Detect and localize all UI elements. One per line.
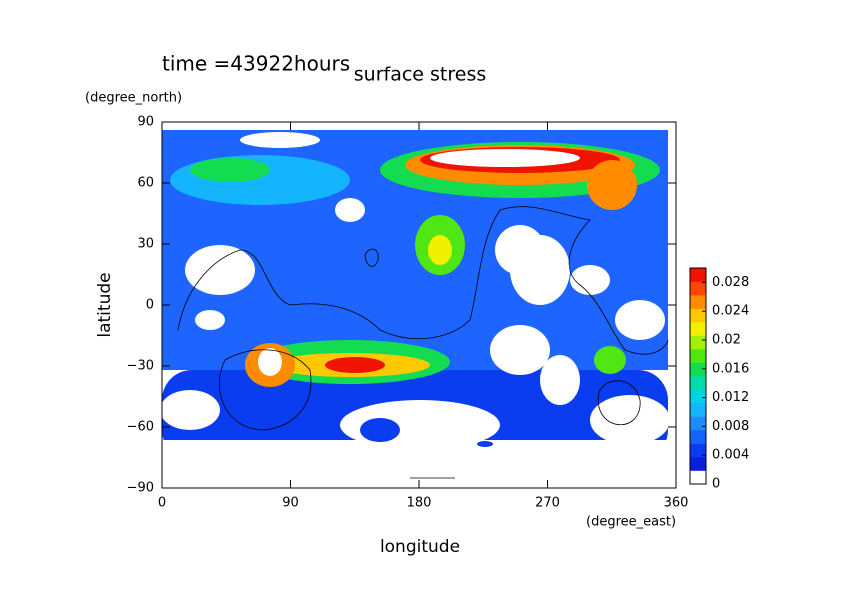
y-tick-label: −90 (127, 481, 154, 496)
contour-field (162, 130, 668, 470)
chart-title: surface stress (354, 64, 487, 86)
colorbar-swatch (690, 362, 706, 377)
colorbar-swatch (690, 443, 706, 458)
x-tick-label: 0 (158, 496, 166, 511)
time-label: time =43922hours (162, 52, 350, 76)
colorbar-swatch (690, 295, 706, 309)
colorbar-swatch (690, 376, 706, 390)
colorbar-swatch (690, 335, 706, 350)
colorbar-swatch (690, 457, 706, 471)
colorbar-swatch (690, 349, 706, 363)
colorbar-swatch (690, 416, 706, 431)
x-tick-label: 270 (535, 496, 560, 511)
colorbar-swatch (690, 403, 706, 417)
colorbar-tick-label: 0.012 (712, 390, 749, 405)
x-axis-label: longitude (380, 537, 460, 557)
colorbar-tick-label: 0.016 (712, 361, 749, 376)
colorbar-swatch (690, 322, 706, 336)
y-tick-label: 30 (137, 237, 154, 252)
y-tick-label: 60 (137, 176, 154, 191)
colorbar-tick-label: 0.02 (712, 333, 741, 348)
colorbar-swatch (690, 268, 706, 282)
y-axis-label: latitude (95, 272, 115, 337)
colorbar-swatch (690, 389, 706, 404)
colorbar-tick-label: 0.008 (712, 419, 749, 434)
colorbar-tick-label: 0.004 (712, 448, 749, 463)
colorbar-swatch (690, 308, 706, 323)
x-tick-label: 180 (407, 496, 432, 511)
colorbar-swatch (690, 470, 706, 485)
colorbar-tick-label: 0 (712, 477, 720, 492)
y-tick-label: −30 (127, 359, 154, 374)
x-tick-label: 90 (282, 496, 299, 511)
y-tick-label: −60 (127, 420, 154, 435)
colorbar-tick-label: 0.024 (712, 304, 749, 319)
y-tick-label: 0 (146, 298, 154, 313)
colorbar-tick-label: 0.028 (712, 275, 749, 290)
colorbar-frame (689, 267, 707, 485)
colorbar-swatch (690, 430, 706, 444)
colorbar-swatch (690, 281, 706, 296)
x-unit: (degree_east) (586, 515, 676, 530)
y-tick-label: 90 (137, 115, 154, 130)
coastlines (177, 206, 669, 479)
x-tick-label: 360 (664, 496, 689, 511)
y-unit: (degree_north) (85, 91, 182, 106)
